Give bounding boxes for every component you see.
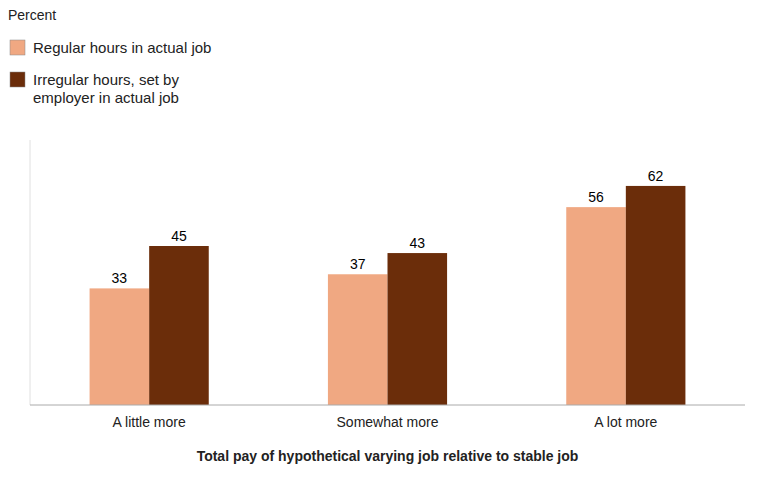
chart: Percent Regular hours in actual job Irregu…	[0, 0, 765, 488]
chart-container: Percent Regular hours in actual job Irregu…	[0, 0, 765, 488]
bar	[328, 274, 388, 405]
legend: Regular hours in actual job Irregular hou…	[10, 39, 211, 106]
y-axis-line	[30, 140, 31, 405]
bar	[388, 253, 448, 405]
legend-label: Irregular hours, set byemployer in actua…	[33, 71, 179, 106]
legend-swatch	[10, 40, 25, 55]
data-label: 45	[171, 228, 187, 244]
x-tick-label: A little more	[113, 414, 186, 430]
data-label: 33	[112, 270, 128, 286]
bar	[149, 246, 209, 405]
data-label: 62	[648, 168, 664, 184]
y-label: Percent	[8, 7, 56, 23]
x-tick-label: A lot more	[594, 414, 657, 430]
data-label: 37	[350, 256, 366, 272]
data-labels: 33 37 56 45 43 62	[112, 168, 664, 286]
bars	[90, 186, 686, 405]
x-label: Total pay of hypothetical varying job re…	[197, 448, 579, 464]
x-tick-label: Somewhat more	[337, 414, 439, 430]
bar	[626, 186, 686, 405]
legend-label: Regular hours in actual job	[33, 39, 211, 56]
bar	[90, 288, 150, 405]
legend-swatch	[10, 72, 25, 87]
data-label: 56	[588, 189, 604, 205]
data-label: 43	[410, 235, 426, 251]
background	[0, 0, 765, 488]
x-axis-line	[30, 405, 745, 406]
bar	[566, 207, 626, 405]
